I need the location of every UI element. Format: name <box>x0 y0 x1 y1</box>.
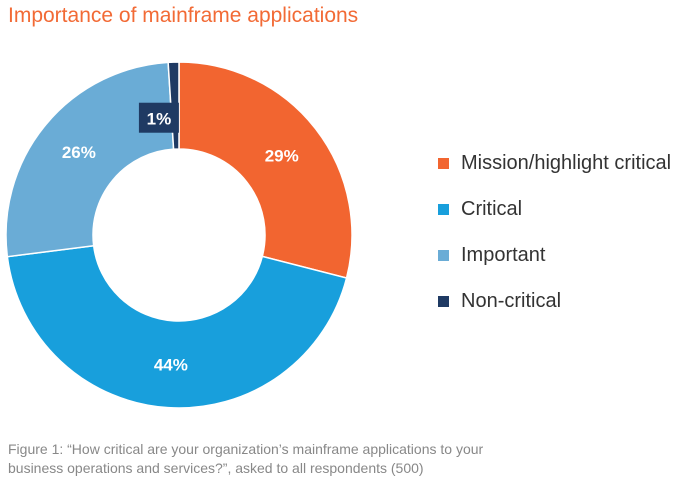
label-box-non-critical <box>138 102 179 133</box>
legend-label: Important <box>461 243 546 266</box>
data-label-non-critical: 1% <box>147 110 172 129</box>
data-label-critical: 44% <box>154 356 188 375</box>
donut-chart: 29% 44% 26% 1% <box>5 61 353 409</box>
legend-item-important: Important <box>438 232 698 278</box>
slice-important <box>5 61 175 258</box>
slice-critical <box>6 244 348 409</box>
legend-swatch-non-critical <box>438 295 449 307</box>
donut-labels: 29% 44% 26% 1% <box>62 102 299 375</box>
legend-label: Non-critical <box>461 289 562 312</box>
legend-swatch-important <box>438 249 449 261</box>
legend-label: Mission/highlight critical <box>461 151 672 174</box>
legend-item-non-critical: Non-critical <box>438 278 698 324</box>
chart-legend: Mission/highlight critical Critical Impo… <box>438 140 698 324</box>
legend-swatch-mission-critical <box>438 157 449 169</box>
donut-slices <box>5 61 353 409</box>
slice-mission-critical <box>178 61 353 279</box>
legend-swatch-critical <box>438 203 449 215</box>
data-label-mission-critical: 29% <box>265 146 299 165</box>
figure-caption: Figure 1: “How critical are your organiz… <box>8 440 608 478</box>
legend-label: Critical <box>461 197 523 220</box>
caption-line-2: business operations and services?”, aske… <box>8 460 424 476</box>
legend-item-mission-critical: Mission/highlight critical <box>438 140 698 186</box>
caption-line-1: Figure 1: “How critical are your organiz… <box>8 441 484 457</box>
data-label-important: 26% <box>62 143 96 162</box>
legend-item-critical: Critical <box>438 186 698 232</box>
chart-title: Importance of mainframe applications <box>8 4 359 27</box>
